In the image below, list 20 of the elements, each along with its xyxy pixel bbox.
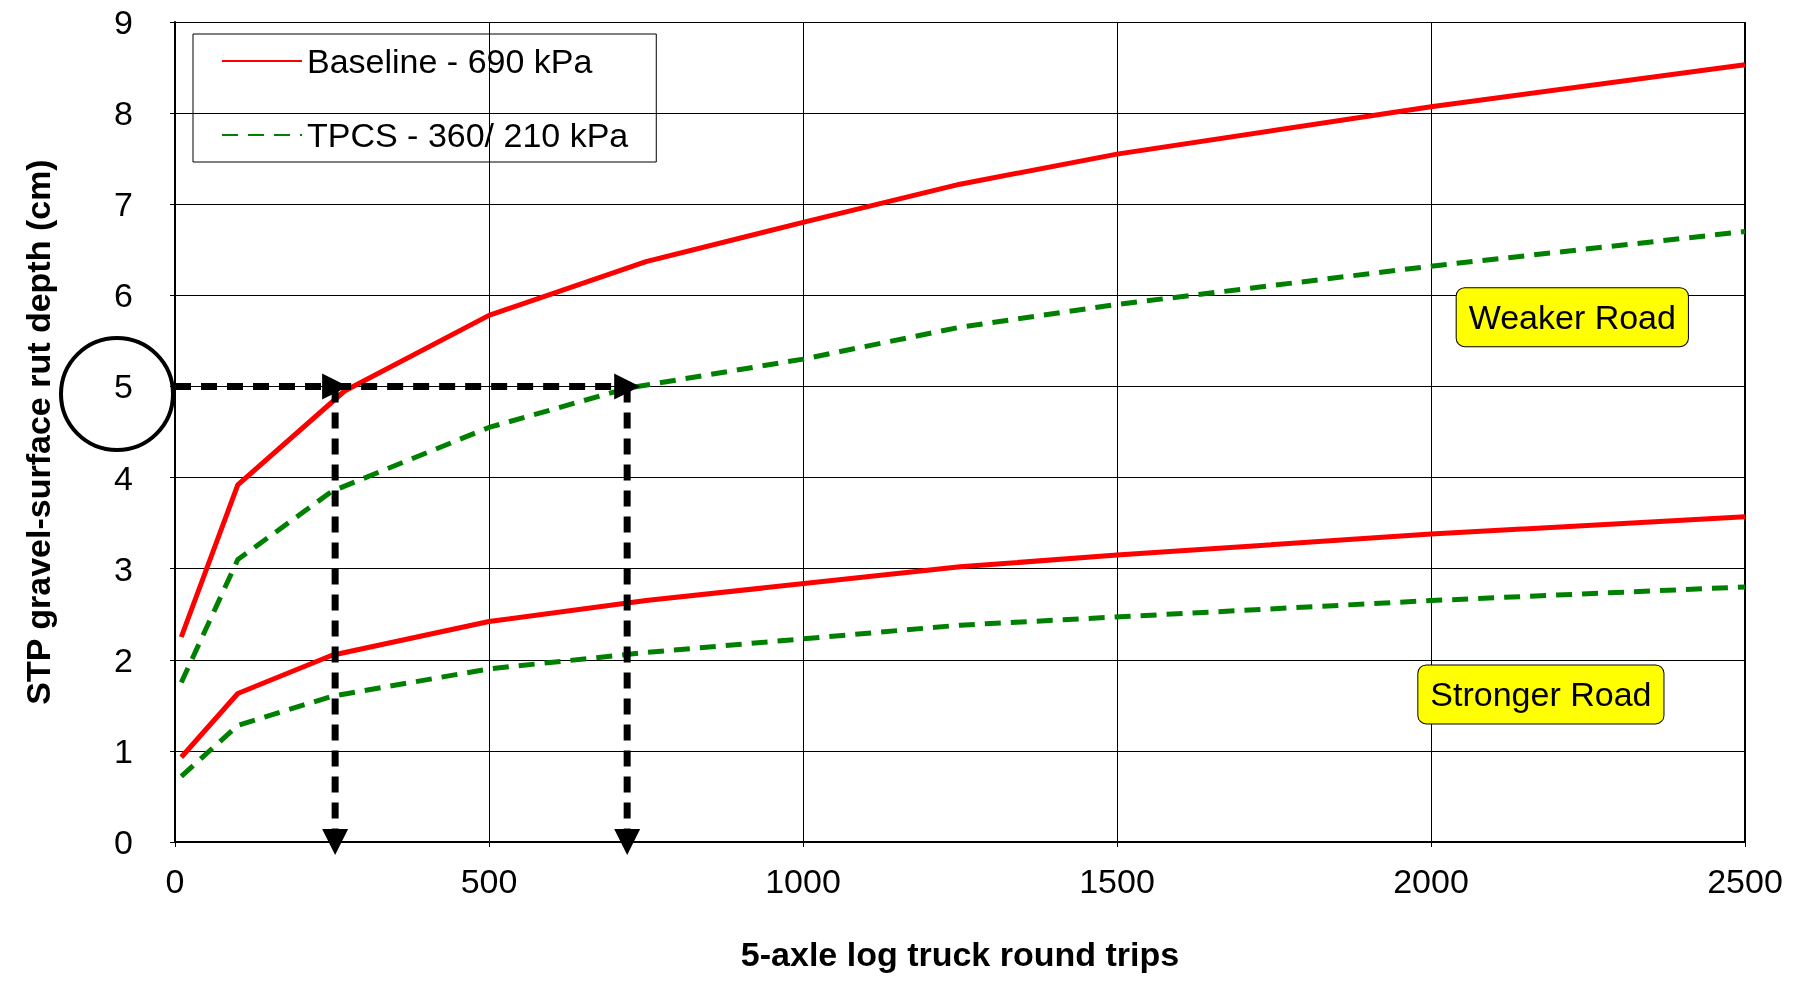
y-tick-label: 8 — [114, 94, 133, 133]
y-tick-label: 9 — [114, 3, 133, 41]
y-axis-title: STP gravel-surface rut depth (cm) — [19, 159, 57, 705]
x-axis-title: 5-axle log truck round trips — [740, 935, 1180, 973]
x-tick-label: 2500 — [1707, 862, 1783, 900]
y-tick-label: 3 — [114, 549, 133, 588]
x-tick-label: 500 — [460, 862, 518, 900]
y-tick-label: 0 — [114, 823, 133, 861]
y-tick-label: 1 — [114, 731, 133, 770]
x-tick-label: 0 — [165, 862, 185, 900]
annotation: Weaker Road — [1468, 298, 1676, 337]
x-tick-label: 2000 — [1393, 862, 1469, 900]
y-tick-label: 6 — [114, 276, 133, 315]
y-tick-label: 4 — [114, 458, 133, 497]
y-tick-label: 2 — [114, 640, 133, 679]
y-tick-label: 7 — [114, 185, 133, 224]
x-tick-label: 1500 — [1079, 862, 1155, 900]
y-tick-label: 5 — [114, 367, 133, 406]
annotation: Stronger Road — [1430, 675, 1652, 714]
x-tick-label: 1000 — [765, 862, 841, 900]
